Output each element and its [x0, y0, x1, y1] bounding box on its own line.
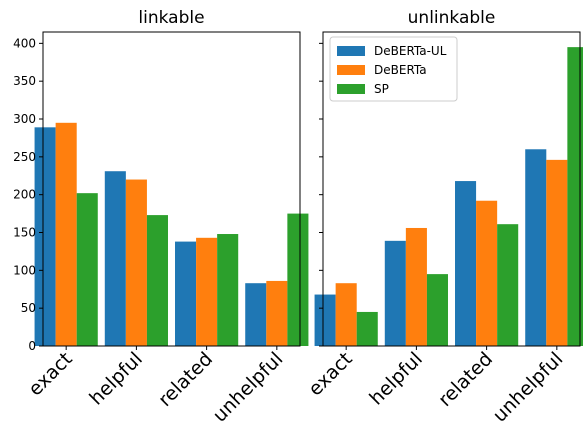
legend-label: DeBERTa	[374, 63, 427, 77]
bar-DeBERTa-UL-related	[175, 241, 197, 346]
bar-SP-unhelpful	[567, 47, 583, 346]
bar-DeBERTa-UL-unhelpful	[525, 149, 547, 346]
bar-SP-related	[217, 234, 239, 346]
bar-DeBERTa-exact	[55, 122, 77, 346]
bar-DeBERTa-UL-exact	[34, 127, 56, 346]
y-tick-label: 0	[28, 339, 36, 353]
x-tick-label: related	[154, 348, 217, 411]
x-tick-label: related	[434, 348, 497, 411]
y-tick-label: 300	[13, 112, 36, 126]
y-tick-label: 400	[13, 36, 36, 50]
x-tick-label: unhelpful	[489, 348, 568, 427]
legend-label: DeBERTa-UL	[374, 44, 447, 58]
bar-DeBERTa-related	[196, 237, 218, 346]
plot-frame	[322, 31, 581, 347]
y-tick-label: 250	[13, 150, 36, 164]
bar-DeBERTa-UL-exact	[314, 294, 336, 346]
bar-DeBERTa-exact	[335, 283, 357, 346]
y-tick-label: 50	[21, 301, 36, 315]
bar-SP-exact	[76, 193, 98, 346]
bar-DeBERTa-UL-helpful	[104, 171, 126, 346]
bar-DeBERTa-helpful	[125, 179, 147, 346]
bar-DeBERTa-UL-related	[455, 181, 477, 346]
legend: DeBERTa-UL DeBERTa SP	[329, 36, 458, 102]
y-tick-label: 150	[13, 226, 36, 240]
x-tick-label: helpful	[365, 348, 427, 410]
bar-SP-helpful	[146, 215, 168, 346]
y-tick-label: 200	[13, 188, 36, 202]
chart-title: linkable	[138, 8, 204, 28]
legend-label: SP	[374, 82, 389, 96]
bar-DeBERTa-helpful	[405, 227, 427, 346]
panel-linkable: linkable 0 50 100 150 200 250 300 350 400 exact hel…	[13, 8, 309, 427]
chart-title: unlinkable	[408, 8, 496, 28]
bar-SP-exact	[356, 311, 378, 346]
bar-DeBERTa-related	[476, 200, 498, 346]
bar-DeBERTa-unhelpful	[266, 280, 288, 346]
bar-DeBERTa-UL-helpful	[384, 240, 406, 346]
y-tick-label: 350	[13, 74, 36, 88]
x-tick-label: exact	[304, 348, 356, 400]
legend-swatch	[337, 84, 365, 94]
bar-DeBERTa-unhelpful	[546, 159, 568, 346]
x-tick-label: exact	[24, 348, 76, 400]
bar-SP-unhelpful	[287, 213, 309, 346]
bar-SP-helpful	[426, 274, 448, 346]
y-tick-label: 100	[13, 263, 36, 277]
x-tick-label: helpful	[85, 348, 147, 410]
bar-DeBERTa-UL-unhelpful	[245, 283, 267, 346]
legend-swatch	[337, 65, 365, 75]
legend-swatch	[337, 46, 365, 56]
plot-frame	[42, 31, 301, 347]
bar-SP-related	[497, 224, 519, 346]
x-tick-label: unhelpful	[209, 348, 288, 427]
